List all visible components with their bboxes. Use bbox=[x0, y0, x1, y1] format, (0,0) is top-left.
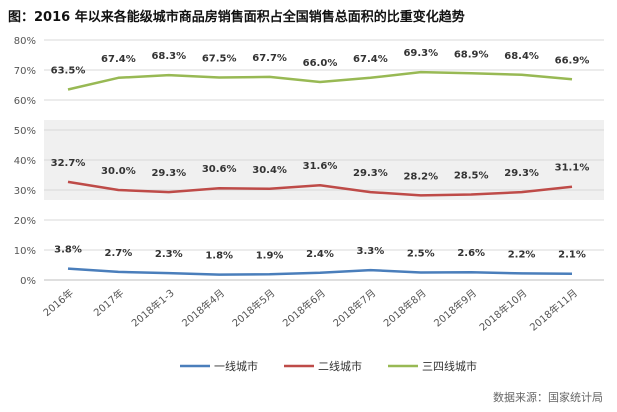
data-label: 31.1% bbox=[555, 163, 590, 174]
data-labels: 3.8% 2.7% 2.3% 1.8% 1.9% 2.4% 3.3% 2.5% 2.6% 2.2%… bbox=[51, 48, 590, 262]
y-tick-label: 30% bbox=[14, 186, 36, 197]
plot-band-lower bbox=[44, 200, 604, 280]
series-lines bbox=[67, 70, 573, 276]
data-label: 29.3% bbox=[504, 168, 539, 179]
plot-band-upper bbox=[44, 40, 604, 120]
data-label: 2.7% bbox=[105, 248, 133, 259]
data-source: 数据来源：国家统计局 bbox=[493, 391, 603, 404]
legend-label-3: 三四线城市 bbox=[422, 359, 477, 373]
data-label: 2.5% bbox=[407, 249, 435, 260]
data-label: 2.2% bbox=[508, 249, 536, 260]
x-tick-label: 2018年9月 bbox=[431, 286, 479, 329]
data-label: 63.5% bbox=[51, 66, 86, 77]
data-label: 28.5% bbox=[454, 171, 489, 182]
series-line-1 bbox=[67, 267, 573, 276]
data-label: 2.1% bbox=[558, 250, 586, 261]
data-label: 68.3% bbox=[151, 51, 186, 62]
data-label: 1.9% bbox=[256, 250, 284, 261]
legend: 一线城市 二线城市 三四线城市 bbox=[180, 359, 477, 373]
x-tick-label: 2017年 bbox=[91, 286, 127, 319]
y-tick-label: 80% bbox=[14, 36, 36, 47]
legend-label-2: 二线城市 bbox=[318, 359, 362, 373]
data-label: 3.8% bbox=[54, 245, 82, 256]
data-label: 3.3% bbox=[357, 246, 385, 257]
data-label: 30.4% bbox=[252, 165, 287, 176]
data-label: 29.3% bbox=[151, 168, 186, 179]
x-tick-label: 2018年10月 bbox=[477, 286, 530, 333]
data-label: 69.3% bbox=[403, 48, 438, 59]
x-tick-label: 2018年8月 bbox=[381, 286, 429, 329]
y-tick-label: 40% bbox=[14, 156, 36, 167]
series-line-2 bbox=[67, 180, 573, 197]
chart-title: 图：2016 年以来各能级城市商品房销售面积占全国销售总面积的比重变化趋势 bbox=[8, 10, 465, 25]
x-tick-label: 2018年5月 bbox=[229, 286, 277, 329]
legend-label-1: 一线城市 bbox=[214, 359, 258, 373]
y-tick-label: 0% bbox=[20, 276, 36, 287]
x-tick-label: 2018年4月 bbox=[179, 286, 227, 329]
y-tick-label: 60% bbox=[14, 96, 36, 107]
x-tick-label: 2018年7月 bbox=[330, 286, 378, 329]
data-label: 67.4% bbox=[101, 54, 136, 65]
y-tick-label: 50% bbox=[14, 126, 36, 137]
gridlines bbox=[44, 39, 604, 281]
data-label: 30.6% bbox=[202, 164, 237, 175]
data-label: 2.3% bbox=[155, 249, 183, 260]
data-label: 2.4% bbox=[306, 249, 334, 260]
data-label: 67.4% bbox=[353, 54, 388, 65]
data-label: 68.4% bbox=[504, 51, 539, 62]
data-label: 66.0% bbox=[303, 58, 338, 69]
data-label: 1.8% bbox=[205, 251, 233, 262]
y-axis-ticks: 0% 10% 20% 30% 40% 50% 60% 70% 80% bbox=[14, 36, 36, 287]
x-tick-label: 2018年6月 bbox=[280, 286, 328, 329]
x-tick-label: 2016年 bbox=[40, 286, 76, 319]
data-label: 28.2% bbox=[403, 171, 438, 182]
data-label: 68.9% bbox=[454, 49, 489, 60]
data-label: 67.5% bbox=[202, 54, 237, 65]
x-tick-label: 2018年11月 bbox=[527, 286, 580, 333]
data-label: 30.0% bbox=[101, 166, 136, 177]
data-label: 66.9% bbox=[555, 55, 590, 66]
series-line-3 bbox=[67, 70, 573, 91]
y-tick-label: 70% bbox=[14, 66, 36, 77]
x-axis-ticks: 2016年 2017年 2018年1-3 2018年4月 2018年5月 2018年6月 2… bbox=[40, 286, 580, 333]
y-tick-label: 20% bbox=[14, 216, 36, 227]
x-tick-label: 2018年1-3 bbox=[129, 286, 177, 329]
y-tick-label: 10% bbox=[14, 246, 36, 257]
data-label: 32.7% bbox=[51, 158, 86, 169]
data-label: 67.7% bbox=[252, 53, 287, 64]
data-label: 2.6% bbox=[457, 248, 485, 259]
data-label: 29.3% bbox=[353, 168, 388, 179]
data-label: 31.6% bbox=[303, 161, 338, 172]
